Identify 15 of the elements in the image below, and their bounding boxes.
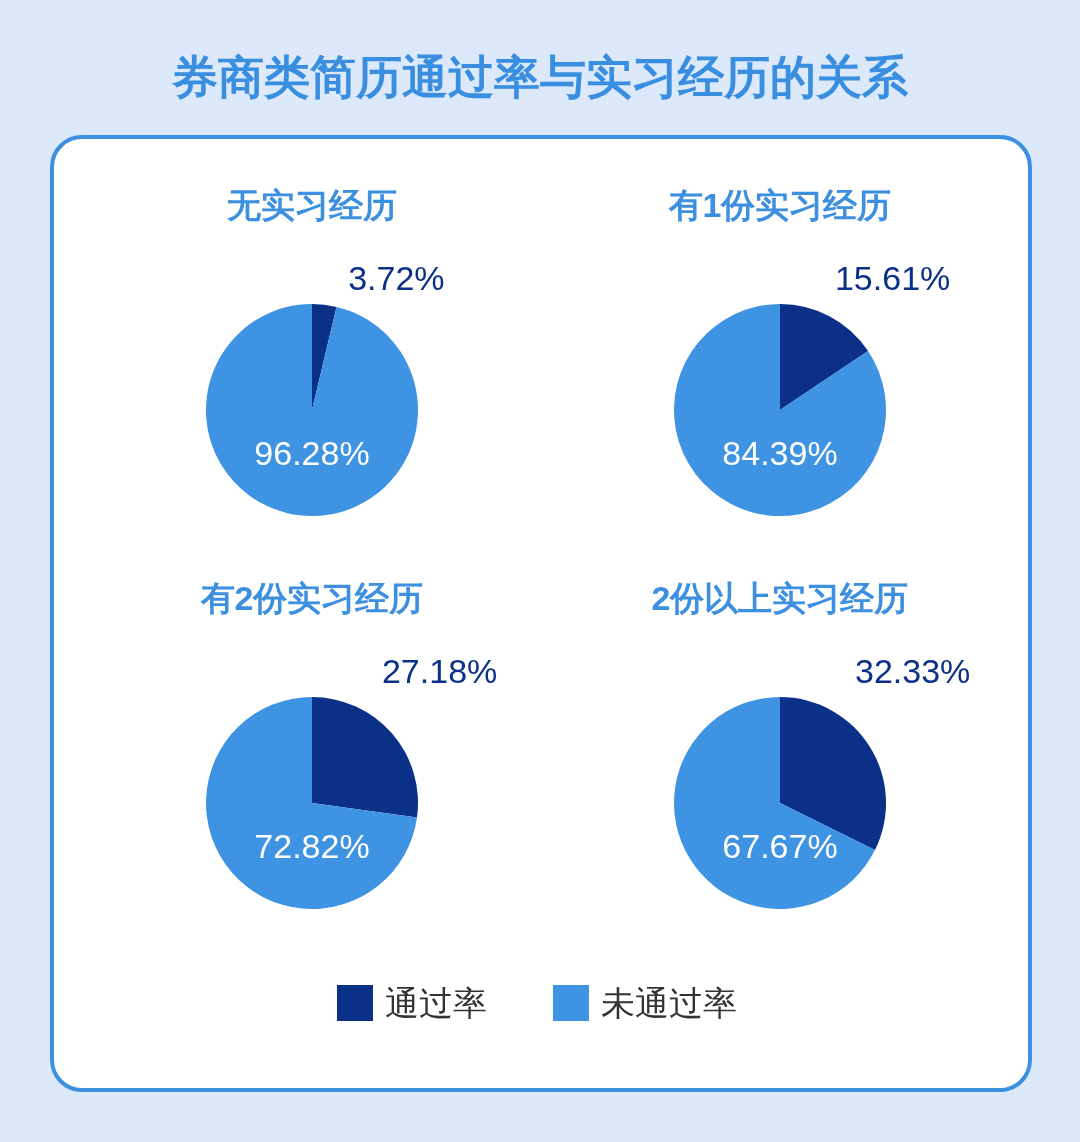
data-label: 27.18% (381, 652, 498, 690)
text: 券商类简历通过率与实习经历的关系 (171, 51, 909, 103)
chart-title: 无实习经历 (226, 186, 397, 224)
chart-title: 2份以上实习经历 (651, 579, 909, 617)
data-label: 32.33% (855, 652, 971, 690)
chart-title: 有1份实习经历 (667, 186, 892, 224)
chart-title: 有2份实习经历 (199, 579, 424, 617)
data-label: 96.28% (254, 434, 370, 472)
legend-label: 通过率 (385, 984, 487, 1022)
data-label: 3.72% (348, 259, 445, 297)
data-label: 67.67% (722, 827, 838, 865)
data-label: 15.61% (834, 259, 951, 297)
data-label: 84.39% (722, 434, 838, 472)
legend-label: 未通过率 (601, 984, 737, 1022)
data-label: 72.82% (254, 827, 370, 865)
